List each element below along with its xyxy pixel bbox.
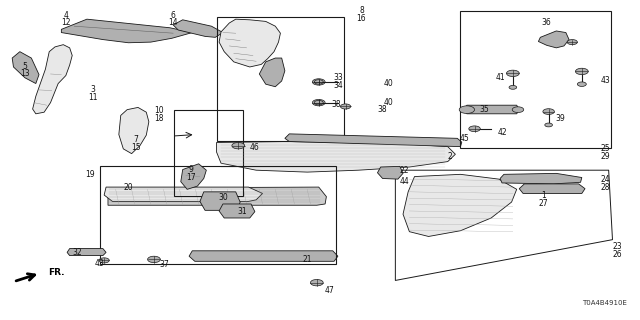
Text: 3: 3 [91,85,96,94]
Text: 21: 21 [303,255,312,264]
Text: 36: 36 [542,19,552,28]
Text: 37: 37 [159,260,169,269]
Text: 18: 18 [154,114,164,123]
Polygon shape [500,173,582,184]
Text: 16: 16 [356,14,366,23]
Text: T0A4B4910E: T0A4B4910E [582,300,627,306]
Text: 12: 12 [61,19,70,28]
Polygon shape [33,45,72,114]
Text: 14: 14 [168,19,178,28]
Polygon shape [173,20,223,37]
Text: 26: 26 [612,250,622,259]
Text: 9: 9 [189,165,193,174]
Circle shape [577,82,586,86]
Circle shape [509,85,516,89]
Polygon shape [108,187,326,205]
Text: 35: 35 [480,105,490,114]
Circle shape [312,79,325,85]
Text: 27: 27 [539,199,548,208]
Polygon shape [538,31,569,48]
Bar [174,110,243,196]
Polygon shape [189,251,338,261]
Text: 20: 20 [124,183,133,192]
Polygon shape [285,134,462,147]
Circle shape [468,126,480,132]
Polygon shape [119,108,149,154]
Text: 13: 13 [20,69,30,78]
Bar [461,11,611,148]
Text: 15: 15 [131,143,141,152]
Text: 40: 40 [384,79,394,88]
Text: 5: 5 [22,61,28,70]
Circle shape [506,70,519,76]
Polygon shape [216,141,456,172]
Polygon shape [12,52,39,84]
Circle shape [567,40,577,45]
Circle shape [99,258,109,263]
Polygon shape [403,174,516,236]
Circle shape [340,104,351,109]
Polygon shape [519,184,585,194]
Text: 10: 10 [154,106,164,115]
Text: 47: 47 [325,286,335,295]
Text: 38: 38 [378,105,387,114]
Text: 33: 33 [333,73,343,82]
Polygon shape [61,19,192,43]
Text: 7: 7 [134,135,138,144]
Text: 19: 19 [86,170,95,179]
Text: 43: 43 [95,259,104,268]
Circle shape [512,107,524,113]
Bar [100,166,336,264]
Circle shape [545,123,552,127]
Text: 31: 31 [237,207,247,216]
Polygon shape [219,204,255,218]
Polygon shape [378,166,403,179]
Text: 46: 46 [250,143,259,152]
Text: 42: 42 [497,128,507,137]
Text: 28: 28 [601,183,611,192]
Polygon shape [104,187,262,201]
Text: 32: 32 [72,248,82,257]
Bar [216,17,344,141]
Circle shape [148,256,161,263]
Text: 44: 44 [400,177,410,186]
Polygon shape [259,58,285,87]
Text: 41: 41 [495,73,505,82]
Text: 11: 11 [88,93,98,102]
Polygon shape [219,19,280,67]
Text: 39: 39 [555,114,564,123]
Polygon shape [200,192,240,210]
Text: 8: 8 [359,6,364,15]
Text: 43: 43 [601,76,611,85]
Circle shape [232,142,244,149]
Circle shape [310,279,323,286]
Text: 22: 22 [400,166,410,175]
Polygon shape [180,164,206,189]
Circle shape [575,68,588,75]
Text: 1: 1 [541,191,546,200]
Text: FR.: FR. [49,268,65,277]
Circle shape [312,100,325,106]
Text: 24: 24 [601,175,611,184]
Circle shape [314,80,323,84]
Text: 4: 4 [63,11,68,20]
Text: 2: 2 [448,152,452,161]
Polygon shape [67,249,106,256]
Circle shape [543,109,554,115]
Text: 45: 45 [460,134,469,143]
Circle shape [314,100,323,105]
Text: 30: 30 [218,193,228,202]
Text: 17: 17 [186,173,196,182]
Text: 40: 40 [384,98,394,107]
Polygon shape [465,105,519,114]
Text: 25: 25 [601,144,611,153]
Text: 23: 23 [612,242,622,251]
Text: 38: 38 [331,100,340,109]
Text: 6: 6 [171,11,175,20]
Text: 34: 34 [333,81,343,90]
Text: 29: 29 [601,152,611,161]
Circle shape [460,106,474,114]
